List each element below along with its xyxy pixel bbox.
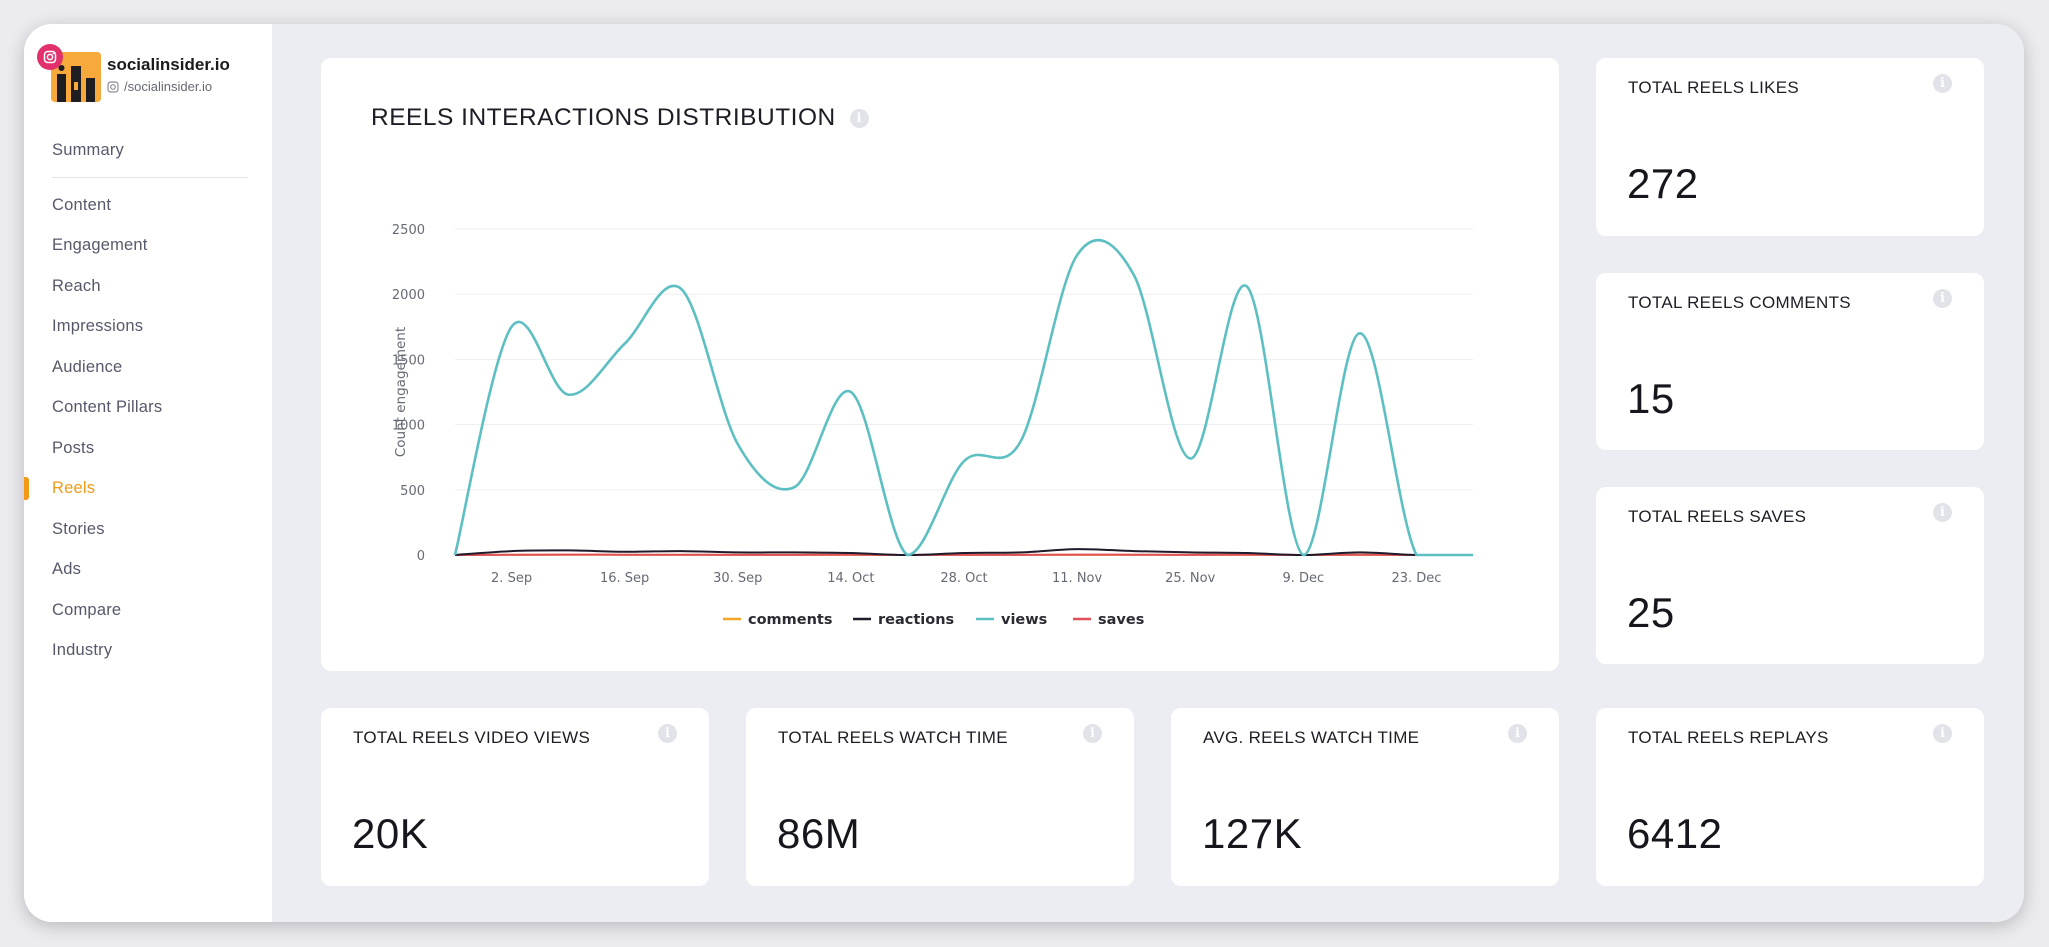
x-tick-label: 2. Sep xyxy=(491,571,532,586)
app-window: socialinsider.io /socialinsider.io Summa… xyxy=(24,24,2024,922)
metric-title: TOTAL REELS LIKES xyxy=(1628,78,1800,97)
info-icon[interactable]: i xyxy=(1083,724,1102,743)
y-tick-label: 500 xyxy=(400,484,425,499)
metric-card-avg-watch-time: AVG. REELS WATCH TIME i 127K xyxy=(1171,708,1559,886)
metric-card-comments: TOTAL REELS COMMENTS i 15 xyxy=(1596,273,1984,450)
x-tick-label: 16. Sep xyxy=(600,571,649,586)
chart-title: REELS INTERACTIONS DISTRIBUTION xyxy=(371,104,836,131)
sidebar-item-industry[interactable]: Industry xyxy=(52,641,113,659)
y-tick-label: 0 xyxy=(417,549,425,564)
metric-value: 6412 xyxy=(1627,810,1723,857)
metric-value: 20K xyxy=(352,810,429,857)
y-tick-label: 2000 xyxy=(392,288,425,303)
metric-value: 86M xyxy=(777,810,861,857)
metric-card-watch-time: TOTAL REELS WATCH TIME i 86M xyxy=(746,708,1134,886)
info-icon[interactable]: i xyxy=(1933,74,1952,93)
brand-handle-row: /socialinsider.io xyxy=(107,79,212,94)
sidebar-item-engagement[interactable]: Engagement xyxy=(52,236,148,254)
x-tick-label: 9. Dec xyxy=(1282,571,1324,586)
legend-label-saves: saves xyxy=(1098,612,1144,628)
reels-interactions-chart: 0 500 1000 1500 2000 2500 2. Sep 16. Sep 30. Sep… xyxy=(392,223,1474,628)
x-tick-label: 14. Oct xyxy=(827,571,874,586)
y-axis-label: Count engagement xyxy=(393,327,409,457)
metric-card-replays: TOTAL REELS REPLAYS i 6412 xyxy=(1596,708,1984,886)
brand-profile[interactable]: socialinsider.io /socialinsider.io xyxy=(37,44,261,106)
info-icon[interactable]: i xyxy=(1933,724,1952,743)
instagram-icon xyxy=(37,44,63,70)
info-icon[interactable]: i xyxy=(1933,289,1952,308)
metric-card-video-views: TOTAL REELS VIDEO VIEWS i 20K xyxy=(321,708,709,886)
metric-title: TOTAL REELS VIDEO VIEWS xyxy=(353,728,591,747)
sidebar-item-content[interactable]: Content xyxy=(52,195,112,214)
sidebar: socialinsider.io /socialinsider.io Summa… xyxy=(24,24,272,922)
metric-title: TOTAL REELS WATCH TIME xyxy=(778,728,1008,747)
series-line-views xyxy=(453,238,1474,557)
metric-title: TOTAL REELS COMMENTS xyxy=(1628,293,1851,312)
y-tick-label: 1000 xyxy=(392,419,425,434)
reels-interactions-chart-card: 0 500 1000 1500 2000 2500 2. Sep 16. Sep 30. Sep… xyxy=(321,58,1559,671)
nav-divider xyxy=(52,176,248,178)
sidebar-item-impressions[interactable]: Impressions xyxy=(52,317,144,335)
x-tick-label: 30. Sep xyxy=(713,571,762,586)
sidebar-nav: Summary Content Engagement Reach Impress… xyxy=(24,130,272,671)
legend-label-views: views xyxy=(1001,612,1047,628)
sidebar-item-summary[interactable]: Summary xyxy=(52,141,124,159)
brand-handle: /socialinsider.io xyxy=(124,79,213,94)
legend-label-reactions: reactions xyxy=(878,612,954,628)
y-tick-label: 2500 xyxy=(392,223,425,238)
chart-title-row: REELS INTERACTIONS DISTRIBUTION i xyxy=(371,104,869,132)
metric-value: 127K xyxy=(1202,810,1303,857)
metric-title: TOTAL REELS SAVES xyxy=(1628,507,1807,526)
metric-title: AVG. REELS WATCH TIME xyxy=(1203,728,1420,747)
x-tick-label: 25. Nov xyxy=(1165,571,1215,586)
metric-value: 272 xyxy=(1627,160,1699,207)
sidebar-item-audience[interactable]: Audience xyxy=(52,357,123,376)
metric-card-likes: TOTAL REELS LIKES i 272 xyxy=(1596,58,1984,236)
metric-card-saves: TOTAL REELS SAVES i 25 xyxy=(1596,487,1984,664)
metric-value: 15 xyxy=(1627,375,1675,422)
sidebar-item-posts[interactable]: Posts xyxy=(52,438,95,457)
sidebar-item-compare[interactable]: Compare xyxy=(52,600,122,619)
legend-label-comments: comments xyxy=(748,612,833,628)
metric-title: TOTAL REELS REPLAYS xyxy=(1628,728,1829,747)
brand-name: socialinsider.io xyxy=(107,55,230,74)
info-icon[interactable]: i xyxy=(1508,724,1527,743)
x-tick-label: 23. Dec xyxy=(1391,571,1441,586)
y-tick-label: 1500 xyxy=(392,353,425,368)
info-icon[interactable]: i xyxy=(849,108,869,128)
sidebar-item-reach[interactable]: Reach xyxy=(52,276,101,295)
x-tick-label: 28. Oct xyxy=(940,571,987,586)
info-icon[interactable]: i xyxy=(1933,503,1952,522)
sidebar-item-ads[interactable]: Ads xyxy=(52,560,82,578)
sidebar-item-stories[interactable]: Stories xyxy=(52,519,105,538)
x-tick-label: 11. Nov xyxy=(1052,571,1102,586)
sidebar-item-content-pillars[interactable]: Content Pillars xyxy=(52,398,163,416)
metric-value: 25 xyxy=(1627,589,1675,636)
instagram-small-icon xyxy=(107,80,119,93)
info-icon[interactable]: i xyxy=(658,724,677,743)
sidebar-item-reels[interactable]: Reels xyxy=(24,468,272,509)
